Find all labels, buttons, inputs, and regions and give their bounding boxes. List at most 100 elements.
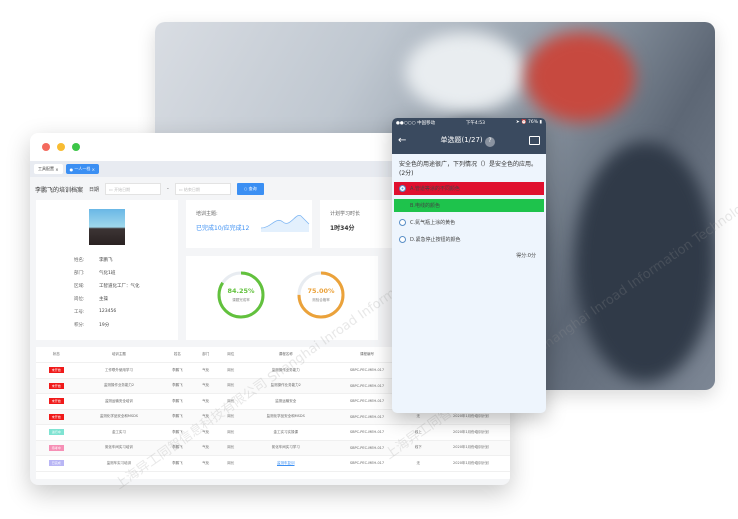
- table-cell: 气化: [193, 378, 219, 394]
- table-cell: 岗长: [218, 455, 244, 472]
- table-cell: 李鹏飞: [161, 378, 194, 394]
- field-key: 姓名:: [74, 258, 85, 263]
- column-header: 部门: [193, 347, 219, 363]
- table-cell: 监测化学品安全和MSDS: [243, 409, 329, 425]
- field-value: 李鹏飞: [99, 258, 113, 263]
- score: 得分:0分: [516, 253, 536, 259]
- column-header: 课程编号: [328, 347, 406, 363]
- ring-label: 课题完成率: [232, 298, 250, 302]
- start-date-input[interactable]: ▭ 开始日期: [105, 183, 162, 195]
- table-cell: 监测操作业务能力2: [76, 378, 162, 394]
- table-cell: 金工实习: [76, 424, 162, 441]
- page-title: 李鹏飞的培训档案: [35, 186, 84, 194]
- table-cell: 岗长: [218, 378, 244, 394]
- nav-bar: ← 单选题(1/27) ?: [392, 127, 546, 154]
- table-cell: SBPC-PEC-MEH-017: [328, 409, 406, 425]
- help-icon[interactable]: ?: [484, 136, 495, 147]
- completion-ring: 84.25% 课题完成率: [216, 270, 266, 320]
- hours-label: 计划学习时长: [330, 211, 361, 217]
- table-cell: 监测运输安全培训: [76, 393, 162, 410]
- table-cell: 岗长: [218, 393, 244, 410]
- battery-level: 76%: [528, 120, 539, 125]
- minimize-dot[interactable]: [57, 143, 65, 151]
- table-cell: 无: [405, 455, 431, 472]
- placeholder: 开始日期: [114, 187, 131, 192]
- field-key: 积分:: [74, 323, 85, 328]
- option-a[interactable]: A.管道等涂的不同颜色: [394, 182, 544, 195]
- table-cell: 李鹏飞: [161, 455, 194, 472]
- field-key: 区域:: [74, 284, 85, 289]
- table-cell: 气化: [193, 455, 219, 472]
- field-value: 123456: [99, 309, 117, 314]
- table-row[interactable]: 未开始 监测化学品安全和MSDS 李鹏飞 气化 岗长 监测化学品安全和MSDS SBPC-P…: [36, 409, 510, 425]
- column-header: 培训主题: [76, 347, 162, 363]
- table-cell: 岗长: [218, 440, 244, 456]
- option-label: B.电线的颜色: [410, 203, 441, 209]
- option-b[interactable]: B.电线的颜色: [394, 199, 544, 212]
- field-value: 气化1班: [99, 271, 116, 276]
- table-cell: 气化: [193, 409, 219, 425]
- option-label: A.管道等涂的不同颜色: [410, 186, 460, 192]
- radio-icon: [399, 185, 406, 192]
- profile-card: 姓名: 李鹏飞 部门: 气化1班 区域: 工智道化工厂：气化 岗位: 主操 工号: 123…: [36, 200, 178, 340]
- status-badge: 未开始: [48, 398, 64, 405]
- sparkline: [261, 214, 310, 232]
- table-row[interactable]: 进行中 金工实习 李鹏飞 气化 岗长 金工实习实操课 SBPC-PEC-MEH-017 线上 2…: [36, 424, 510, 441]
- query-button[interactable]: ○ 查询: [236, 183, 264, 195]
- table-cell: 李鹏飞: [161, 440, 194, 456]
- column-header: 岗位: [218, 347, 244, 363]
- query-label: 查询: [248, 186, 257, 191]
- carrier: ●●○○○ 中国移动: [396, 120, 436, 126]
- back-arrow-icon[interactable]: ←: [398, 135, 407, 146]
- topic-label: 培训主题:: [196, 211, 218, 217]
- hours-value: 1时34分: [330, 225, 355, 232]
- table-cell: SBPC-PEC-MEH-017: [328, 424, 406, 441]
- pass-ring: 75.00% 测验合格率: [296, 270, 346, 320]
- date-label: 日期: [89, 186, 100, 193]
- table-cell: 2020年1月份培训计划: [430, 440, 510, 456]
- status-bar: ●●○○○ 中国移动 下午4:53 ➤ ⏰ 76% ▮: [392, 118, 546, 127]
- table-cell: 监测化学品安全和MSDS: [76, 409, 162, 425]
- topic-value: 已完成10/应完成12: [196, 225, 250, 232]
- table-cell: 李鹏飞: [161, 424, 194, 441]
- tab-label: 工具配置: [38, 166, 54, 171]
- tab-strip: 工具配置 × ● 一人一档 ×: [30, 161, 510, 177]
- topic-card: 培训主题: 已完成10/应完成12: [186, 200, 312, 248]
- table-cell: 氮化车间实习学习: [243, 440, 329, 456]
- table-cell: 监测操作业务能力: [243, 362, 329, 379]
- tab-label: 一人一档: [74, 166, 91, 171]
- table-cell: 气化: [193, 362, 219, 379]
- table-cell: 线上: [405, 424, 431, 441]
- status-badge: 未开始: [48, 413, 64, 420]
- tab-profile[interactable]: ● 一人一档 ×: [65, 164, 100, 174]
- option-d[interactable]: D.紧急停止按钮的颜色: [394, 233, 544, 246]
- table-cell[interactable]: 监测车复训: [243, 455, 329, 472]
- column-header: 课程名称: [243, 347, 329, 363]
- clock: 下午4:53: [465, 120, 485, 126]
- table-cell: 线下: [405, 440, 431, 456]
- table-cell: SBPC-PEC-MEH-017: [328, 362, 406, 379]
- status-badge: 待考中: [48, 444, 64, 451]
- radio-icon: [399, 219, 406, 226]
- table-cell: 监测车实习培训: [76, 455, 162, 472]
- field-key: 工号:: [74, 310, 85, 315]
- ring-value: 84.25%: [227, 287, 255, 295]
- rings-card: 84.25% 课题完成率 75.00% 测验合格率: [186, 256, 378, 340]
- table-cell: 监测操作业务能力2: [243, 378, 329, 394]
- close-dot[interactable]: [42, 143, 50, 151]
- answer-card-icon[interactable]: [529, 136, 540, 145]
- table-cell: 金工实习实操课: [243, 424, 329, 441]
- status-badge: 进行中: [48, 429, 64, 436]
- table-cell: 岗长: [218, 362, 244, 379]
- maximize-dot[interactable]: [72, 143, 80, 151]
- option-label: C.氮气瓶上涂的黄色: [410, 220, 456, 226]
- ring-label: 测验合格率: [312, 298, 330, 302]
- status-badge: 未开始: [48, 367, 64, 374]
- table-row[interactable]: 已完成 监测车实习培训 李鹏飞 气化 岗长 监测车复训 SBPC-PEC-MEH-017 无 2…: [36, 455, 510, 472]
- option-c[interactable]: C.氮气瓶上涂的黄色: [394, 216, 544, 229]
- question-text: 安全色的用途很广，下列情况（）是安全色的应用。(2分): [399, 161, 538, 177]
- field-key: 岗位:: [74, 297, 85, 302]
- tab-tool-config[interactable]: 工具配置 ×: [34, 164, 63, 174]
- table-row[interactable]: 待考中 氮化车间实习培训 李鹏飞 气化 岗长 氮化车间实习学习 SBPC-PEC-MEH-0…: [36, 440, 510, 456]
- end-date-input[interactable]: ▭ 结束日期: [174, 183, 231, 195]
